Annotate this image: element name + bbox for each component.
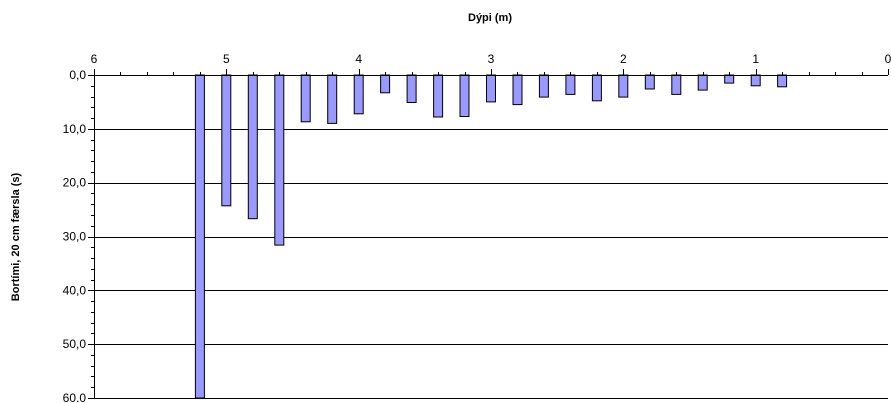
bars [194, 74, 788, 399]
y-tick-labels: 0,0 10,0 20,0 30,0 40,0 50,0 60.0 [63, 68, 87, 403]
x-axis-title: Dýpi (m) [468, 12, 512, 24]
bar [406, 74, 417, 103]
bar [221, 74, 232, 207]
bar [353, 74, 364, 115]
y-tick-label: 20,0 [63, 176, 87, 190]
x-tick-labels: 6 5 4 3 2 1 0 [91, 52, 891, 66]
x-tick-label: 6 [91, 52, 98, 66]
bar [724, 74, 735, 84]
bar [618, 74, 629, 98]
bar [433, 74, 444, 118]
bar [565, 74, 576, 95]
gridlines [94, 129, 888, 399]
bar [777, 74, 788, 88]
axes [88, 69, 889, 399]
bar [644, 74, 655, 90]
bar [300, 74, 311, 123]
x-tick-label: 3 [488, 52, 495, 66]
bar [512, 74, 523, 106]
y-tick-label: 40,0 [63, 283, 87, 297]
y-tick-label: 50,0 [63, 337, 87, 351]
x-tick-label: 5 [223, 52, 230, 66]
bar [697, 74, 708, 91]
bar [591, 74, 602, 102]
bar [486, 74, 496, 103]
y-tick-label: 30,0 [63, 230, 87, 244]
x-tick-label: 2 [620, 52, 627, 66]
bar [459, 74, 470, 117]
bar [327, 74, 338, 124]
x-tick-label: 4 [355, 52, 362, 66]
bar [194, 74, 205, 399]
y-tick-label: 60.0 [63, 391, 87, 403]
y-tick-label: 0,0 [69, 68, 86, 82]
bar [380, 74, 391, 94]
x-tick-label: 1 [752, 52, 759, 66]
bar [274, 74, 285, 246]
bar [671, 74, 682, 95]
bar [247, 74, 258, 220]
bar [538, 74, 549, 98]
y-tick-label: 10,0 [63, 122, 87, 136]
y-axis-title: Bortími, 20 cm færsla (s) [10, 172, 22, 301]
x-tick-label: 0 [885, 52, 891, 66]
bar [750, 74, 761, 87]
